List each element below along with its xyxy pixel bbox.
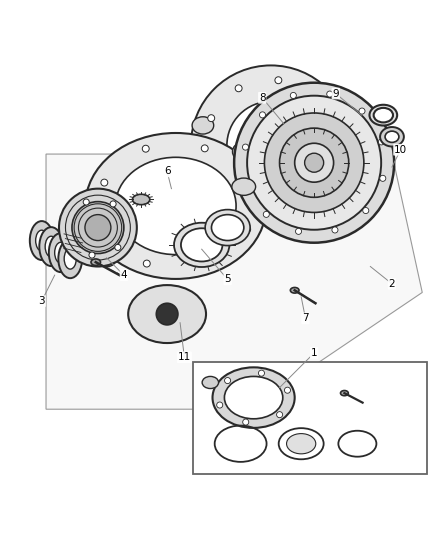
Text: 10: 10 — [394, 145, 407, 155]
Ellipse shape — [380, 127, 404, 147]
Circle shape — [101, 227, 108, 233]
Circle shape — [142, 145, 149, 152]
Ellipse shape — [174, 223, 230, 267]
Circle shape — [296, 228, 301, 235]
Circle shape — [225, 377, 231, 384]
Text: 5: 5 — [224, 274, 231, 285]
Ellipse shape — [85, 133, 266, 279]
Circle shape — [110, 201, 116, 207]
Circle shape — [243, 144, 248, 150]
Text: 2: 2 — [389, 279, 395, 289]
Ellipse shape — [133, 195, 150, 205]
Circle shape — [332, 129, 339, 136]
Circle shape — [203, 155, 210, 162]
Circle shape — [363, 207, 369, 214]
Circle shape — [332, 227, 338, 233]
Circle shape — [380, 175, 386, 181]
Ellipse shape — [370, 105, 397, 126]
Circle shape — [235, 85, 242, 92]
Circle shape — [258, 370, 265, 376]
Text: 11: 11 — [178, 352, 191, 362]
Circle shape — [208, 115, 215, 122]
Circle shape — [99, 249, 116, 266]
Circle shape — [247, 96, 381, 230]
Ellipse shape — [30, 221, 53, 260]
Ellipse shape — [128, 285, 206, 343]
Circle shape — [101, 179, 108, 186]
Ellipse shape — [224, 376, 283, 419]
Ellipse shape — [45, 236, 57, 257]
Ellipse shape — [181, 228, 223, 262]
Ellipse shape — [116, 157, 236, 255]
Circle shape — [89, 252, 95, 258]
Ellipse shape — [374, 108, 393, 123]
Text: 4: 4 — [120, 270, 127, 280]
Ellipse shape — [232, 178, 256, 196]
Text: 1: 1 — [311, 348, 318, 358]
Ellipse shape — [212, 215, 244, 240]
Circle shape — [115, 245, 121, 251]
Circle shape — [290, 92, 297, 99]
FancyBboxPatch shape — [193, 361, 427, 474]
Circle shape — [284, 387, 290, 393]
Ellipse shape — [39, 227, 63, 266]
Ellipse shape — [49, 233, 73, 272]
Circle shape — [359, 108, 365, 114]
Circle shape — [263, 211, 269, 217]
Text: 9: 9 — [332, 88, 339, 99]
Ellipse shape — [55, 243, 67, 263]
Ellipse shape — [212, 367, 295, 428]
Circle shape — [279, 128, 349, 197]
Circle shape — [259, 112, 265, 118]
Circle shape — [276, 411, 283, 418]
Ellipse shape — [91, 259, 100, 265]
Ellipse shape — [202, 376, 219, 389]
Circle shape — [295, 143, 334, 182]
Circle shape — [244, 181, 250, 187]
Ellipse shape — [205, 209, 250, 246]
Circle shape — [327, 91, 333, 97]
Circle shape — [83, 199, 89, 205]
Circle shape — [234, 83, 394, 243]
Ellipse shape — [192, 117, 214, 134]
Text: 8: 8 — [259, 93, 265, 103]
Circle shape — [202, 260, 209, 266]
Circle shape — [265, 113, 364, 213]
Circle shape — [191, 66, 351, 225]
Ellipse shape — [35, 230, 48, 251]
Circle shape — [300, 199, 307, 206]
Circle shape — [243, 419, 249, 425]
Ellipse shape — [385, 131, 399, 142]
Circle shape — [59, 189, 137, 266]
Circle shape — [275, 77, 282, 84]
Circle shape — [156, 303, 178, 325]
Circle shape — [327, 169, 334, 176]
Circle shape — [304, 153, 324, 172]
Text: 6: 6 — [164, 166, 170, 176]
Circle shape — [243, 179, 250, 185]
Circle shape — [217, 402, 223, 408]
Text: 7: 7 — [302, 313, 309, 324]
Circle shape — [260, 207, 267, 214]
Circle shape — [227, 101, 315, 189]
Circle shape — [223, 190, 230, 197]
Ellipse shape — [58, 239, 82, 278]
Circle shape — [143, 260, 150, 267]
Ellipse shape — [286, 434, 316, 454]
Circle shape — [312, 94, 319, 101]
Polygon shape — [46, 154, 422, 409]
Ellipse shape — [290, 287, 299, 293]
Circle shape — [233, 143, 250, 160]
Ellipse shape — [340, 391, 348, 395]
Circle shape — [201, 145, 208, 152]
Text: 3: 3 — [39, 296, 45, 306]
Circle shape — [85, 215, 111, 240]
Circle shape — [378, 139, 385, 145]
Circle shape — [72, 201, 124, 254]
Ellipse shape — [64, 248, 76, 269]
Circle shape — [244, 226, 251, 233]
